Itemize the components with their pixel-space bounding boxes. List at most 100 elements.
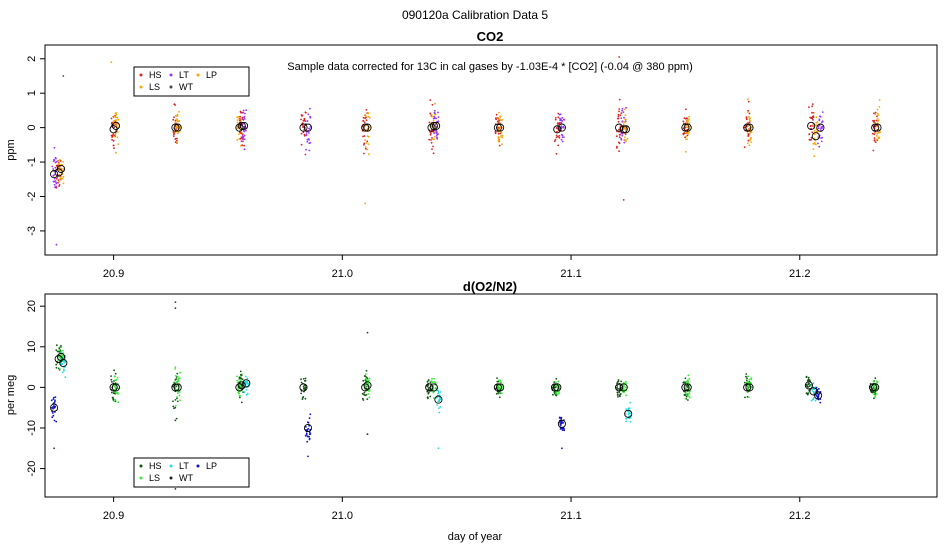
co2-point-lt bbox=[817, 142, 819, 145]
co2-data-points bbox=[50, 56, 882, 246]
co2-point-hs bbox=[616, 117, 619, 120]
o2n2-data-points bbox=[50, 301, 880, 490]
o2n2-point-hs bbox=[240, 401, 243, 404]
o2n2-point-lt bbox=[627, 413, 630, 416]
co2-group-mean-marker bbox=[683, 123, 692, 132]
o2n2-point-lt bbox=[627, 407, 630, 410]
o2n2-point-lt bbox=[243, 391, 246, 393]
o2n2-point-lt bbox=[436, 404, 438, 406]
o2n2-group-mean-marker bbox=[434, 395, 443, 404]
o2n2-ytick-label: 20 bbox=[26, 300, 38, 312]
o2n2-point-hs bbox=[112, 392, 115, 394]
co2-point-ls bbox=[496, 125, 499, 128]
co2-point-hs bbox=[874, 111, 877, 114]
co2-point-hs bbox=[873, 139, 876, 142]
o2n2-point-hs bbox=[239, 396, 241, 399]
co2-point-hs bbox=[619, 114, 622, 117]
o2n2-panel: d(O2/N2) per meg -20 -10 0 10 20 20.9 21.0 21.… bbox=[5, 279, 938, 522]
co2-point-hs bbox=[242, 140, 244, 143]
o2n2-point-lp bbox=[54, 396, 57, 398]
o2n2-point-lp bbox=[52, 407, 54, 410]
o2n2-point-lp bbox=[53, 406, 56, 409]
co2-point-ls bbox=[747, 124, 750, 127]
o2n2-point-ls bbox=[174, 374, 177, 377]
co2-point-ls bbox=[499, 126, 502, 129]
o2n2-point-hs bbox=[175, 417, 178, 420]
co2-group-mean-marker bbox=[50, 170, 59, 179]
o2n2-point-hs bbox=[241, 378, 244, 381]
o2n2-point-lp bbox=[560, 417, 562, 420]
o2n2-point-ls bbox=[117, 401, 120, 404]
co2-outlier-point bbox=[618, 56, 620, 58]
co2-point-ls bbox=[625, 140, 627, 143]
co2-point-hs bbox=[362, 135, 364, 138]
o2n2-point-lt bbox=[245, 389, 248, 391]
co2-point-hs bbox=[363, 121, 366, 124]
co2-point-hs bbox=[743, 146, 746, 149]
co2-point-hs bbox=[172, 118, 175, 121]
co2-point-hs bbox=[874, 125, 877, 128]
co2-point-ls bbox=[875, 135, 878, 137]
o2n2-point-ls bbox=[174, 366, 177, 368]
o2n2-group-mean-marker bbox=[59, 358, 68, 368]
o2n2-outlier-point bbox=[307, 455, 309, 458]
co2-point-hs bbox=[498, 144, 501, 147]
co2-point-lt bbox=[433, 109, 436, 112]
o2n2-group-mean-marker bbox=[557, 419, 566, 428]
o2n2-point-ls bbox=[116, 376, 119, 379]
co2-point-ls bbox=[59, 176, 62, 179]
o2n2-point-lp bbox=[558, 416, 561, 419]
o2n2-point-lt bbox=[246, 383, 249, 385]
co2-point-ls bbox=[815, 116, 818, 119]
o2n2-point-lt bbox=[246, 377, 249, 380]
o2n2-point-ls bbox=[558, 392, 560, 395]
o2n2-point-lp bbox=[815, 394, 818, 397]
o2n2-point-ls bbox=[239, 380, 242, 382]
co2-point-lt bbox=[243, 148, 246, 151]
co2-outlier-point bbox=[110, 61, 113, 64]
co2-point-lt bbox=[243, 115, 246, 118]
o2n2-point-hs bbox=[174, 419, 177, 422]
co2-point-hs bbox=[618, 150, 620, 153]
o2n2-point-ls bbox=[746, 391, 749, 393]
co2-ytick-label: -3 bbox=[26, 226, 38, 236]
co2-point-hs bbox=[429, 112, 432, 115]
o2n2-point-hs bbox=[55, 363, 58, 366]
co2-point-ls bbox=[430, 113, 433, 116]
co2-point-hs bbox=[811, 117, 814, 120]
o2n2-point-lt bbox=[62, 360, 65, 363]
co2-point-lt bbox=[54, 161, 57, 164]
co2-outlier-point bbox=[62, 75, 65, 77]
co2-point-hs bbox=[555, 134, 558, 137]
o2n2-point-ls bbox=[177, 379, 180, 382]
co2-point-hs bbox=[558, 122, 561, 124]
o2n2-point-ls bbox=[115, 391, 117, 394]
co2-point-ls bbox=[501, 143, 503, 146]
o2n2-point-hs bbox=[365, 369, 368, 372]
co2-point-hs bbox=[304, 153, 307, 156]
co2-point-ls bbox=[434, 113, 436, 116]
co2-point-ls bbox=[367, 143, 370, 146]
o2n2-point-lt bbox=[810, 384, 813, 387]
co2-point-hs bbox=[174, 104, 177, 106]
o2n2-point-lt bbox=[438, 411, 441, 414]
co2-point-hs bbox=[239, 118, 242, 120]
o2n2-point-hs bbox=[113, 369, 115, 372]
co2-point-lt bbox=[309, 128, 311, 130]
o2n2-point-ls bbox=[748, 386, 751, 389]
co2-point-hs bbox=[239, 119, 241, 122]
co2-point-hs bbox=[747, 139, 750, 142]
co2-point-lt bbox=[821, 136, 823, 139]
co2-point-lt bbox=[306, 140, 309, 143]
co2-point-ls bbox=[115, 113, 118, 116]
co2-point-lt bbox=[243, 138, 246, 141]
co2-point-ls bbox=[688, 122, 691, 124]
co2-group-mean-marker bbox=[171, 123, 180, 132]
o2n2-point-hs bbox=[806, 379, 809, 382]
co2-point-lt bbox=[620, 117, 623, 119]
o2n2-point-lp bbox=[815, 386, 818, 389]
co2-ytick-label: -2 bbox=[26, 192, 38, 202]
o2n2-point-hs bbox=[300, 392, 302, 395]
co2-point-hs bbox=[811, 111, 813, 114]
o2n2-point-lp bbox=[559, 424, 562, 426]
